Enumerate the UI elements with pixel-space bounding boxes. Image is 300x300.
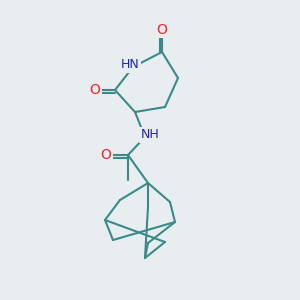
- Text: O: O: [100, 148, 111, 162]
- Text: HN: HN: [121, 58, 140, 71]
- Text: O: O: [90, 83, 101, 97]
- Text: NH: NH: [141, 128, 159, 142]
- Text: O: O: [157, 23, 167, 37]
